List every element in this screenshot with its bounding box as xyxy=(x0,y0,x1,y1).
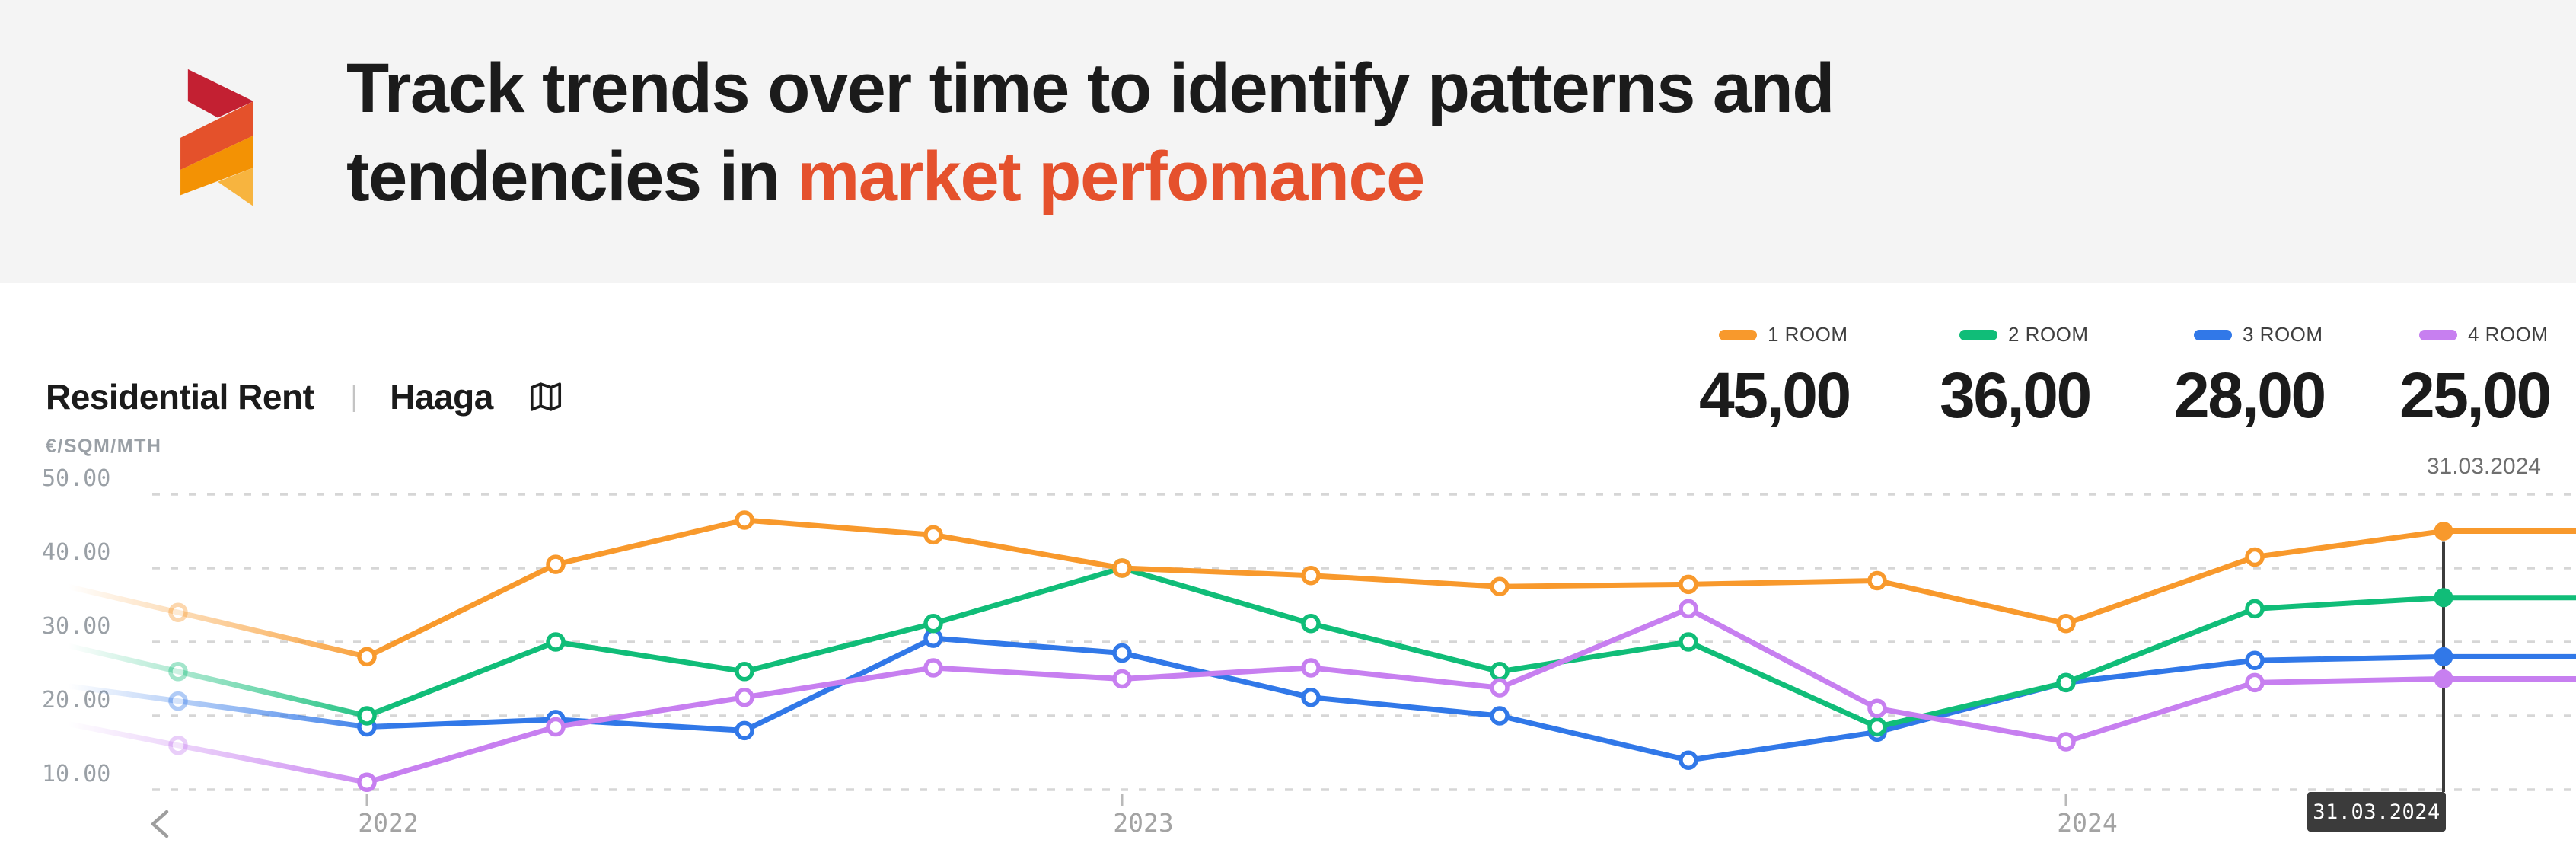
data-point[interactable] xyxy=(168,691,188,711)
data-point[interactable] xyxy=(168,602,188,622)
data-point[interactable] xyxy=(168,662,188,682)
x-tick-label: 2023 xyxy=(1113,808,1173,838)
data-point[interactable] xyxy=(357,647,377,667)
data-point[interactable] xyxy=(546,717,566,737)
legend-item-1room[interactable]: 1 ROOM 45,00 xyxy=(1699,323,1874,433)
y-tick-label: 50.00 xyxy=(42,465,110,492)
series-swatch-1room xyxy=(1719,329,1757,340)
data-point[interactable] xyxy=(2245,650,2265,670)
hero-highlight: market perfomance xyxy=(797,138,1426,216)
data-point[interactable] xyxy=(2056,672,2076,693)
data-point[interactable] xyxy=(1490,662,1510,682)
data-point[interactable] xyxy=(357,706,377,726)
series-label: 3 ROOM xyxy=(2243,323,2323,346)
scroll-left-button[interactable] xyxy=(142,804,181,844)
y-tick-label: 40.00 xyxy=(42,539,110,566)
data-point[interactable] xyxy=(1679,632,1698,652)
data-point[interactable] xyxy=(923,658,943,678)
data-point-current[interactable] xyxy=(2434,588,2453,608)
data-point[interactable] xyxy=(1112,669,1132,689)
hero-banner: Track trends over time to identify patte… xyxy=(0,0,2576,283)
series-current-value: 25,00 xyxy=(2399,359,2552,431)
map-view-button[interactable] xyxy=(528,379,563,414)
data-point[interactable] xyxy=(1112,558,1132,578)
data-point[interactable] xyxy=(1867,717,1887,737)
chart-header: Residential Rent | Haaga xyxy=(46,376,563,417)
series-label: 1 ROOM xyxy=(1768,323,1848,346)
data-point[interactable] xyxy=(1301,658,1321,678)
map-icon xyxy=(530,382,561,411)
data-point-current[interactable] xyxy=(2434,669,2453,688)
series-label: 4 ROOM xyxy=(2468,323,2549,346)
data-point[interactable] xyxy=(1301,614,1321,634)
trend-chart[interactable]: 50.00 40.00 30.00 20.00 10.00 2022 2023 2024 xyxy=(0,457,2576,859)
as-of-date: 31.03.2024 xyxy=(2426,454,2541,479)
data-point[interactable] xyxy=(1679,599,1698,619)
data-point[interactable] xyxy=(168,736,188,755)
series-swatch-3room xyxy=(2194,329,2232,340)
data-point[interactable] xyxy=(1867,698,1887,719)
y-tick-label: 30.00 xyxy=(42,613,110,640)
brand-logo-icon xyxy=(180,69,253,206)
series-label: 2 ROOM xyxy=(2008,323,2089,346)
series-line-4-room xyxy=(65,605,2576,785)
location-name[interactable]: Haaga xyxy=(390,377,493,417)
cursor-date-tooltip: 31.03.2024 xyxy=(2307,792,2446,832)
data-point[interactable] xyxy=(2056,614,2076,634)
data-point[interactable] xyxy=(1301,565,1321,586)
data-point[interactable] xyxy=(2245,599,2265,619)
data-point[interactable] xyxy=(546,632,566,652)
title-separator: | xyxy=(350,380,359,413)
data-point[interactable] xyxy=(2056,732,2076,752)
legend-item-3room[interactable]: 3 ROOM 28,00 xyxy=(2174,323,2349,433)
hero-title-line2-prefix: tendencies in xyxy=(346,138,798,216)
legend-head: 3 ROOM xyxy=(2194,323,2349,346)
hero-title: Track trends over time to identify patte… xyxy=(346,44,1835,221)
data-point[interactable] xyxy=(2245,547,2265,567)
legend-head: 4 ROOM xyxy=(2419,323,2574,346)
data-point[interactable] xyxy=(1867,570,1887,591)
legend-head: 1 ROOM xyxy=(1719,323,1874,346)
legend-item-4room[interactable]: 4 ROOM 25,00 xyxy=(2399,323,2574,433)
hero-title-line1: Track trends over time to identify patte… xyxy=(346,49,1835,127)
data-point[interactable] xyxy=(1679,750,1698,770)
series-current-value: 36,00 xyxy=(1940,359,2092,431)
data-point[interactable] xyxy=(546,554,566,574)
data-point[interactable] xyxy=(735,720,754,741)
x-tick-label: 2024 xyxy=(2057,808,2117,838)
data-point-current[interactable] xyxy=(2434,522,2453,541)
data-point[interactable] xyxy=(923,614,943,634)
y-tick-label: 10.00 xyxy=(42,761,110,787)
chevron-left-icon xyxy=(151,810,169,838)
data-point[interactable] xyxy=(1301,688,1321,707)
data-point[interactable] xyxy=(735,510,754,530)
data-point[interactable] xyxy=(1490,576,1510,596)
data-point-current[interactable] xyxy=(2434,647,2453,666)
legend-item-2room[interactable]: 2 ROOM 36,00 xyxy=(1940,323,2115,433)
series-line-1-room xyxy=(65,517,2576,659)
legend-head: 2 ROOM xyxy=(1959,323,2115,346)
unit-label: €/SQM/MTH xyxy=(46,436,162,457)
series-current-value: 45,00 xyxy=(1699,359,1851,431)
data-point[interactable] xyxy=(2245,672,2265,693)
data-point[interactable] xyxy=(735,662,754,682)
data-point[interactable] xyxy=(357,772,377,793)
series-swatch-2room xyxy=(1959,329,1997,340)
hero-title-line2: tendencies in market perfomance xyxy=(346,133,1834,221)
data-point[interactable] xyxy=(1490,706,1510,726)
series-swatch-4room xyxy=(2419,329,2457,340)
data-point[interactable] xyxy=(1490,678,1510,698)
data-point[interactable] xyxy=(1679,574,1698,595)
data-point[interactable] xyxy=(923,525,943,545)
series-current-value: 28,00 xyxy=(2174,359,2326,431)
x-tick-label: 2022 xyxy=(358,808,418,838)
data-point[interactable] xyxy=(735,688,754,707)
series-line-2-room xyxy=(65,565,2576,730)
data-point[interactable] xyxy=(1112,643,1132,663)
chart-title: Residential Rent xyxy=(46,377,314,417)
